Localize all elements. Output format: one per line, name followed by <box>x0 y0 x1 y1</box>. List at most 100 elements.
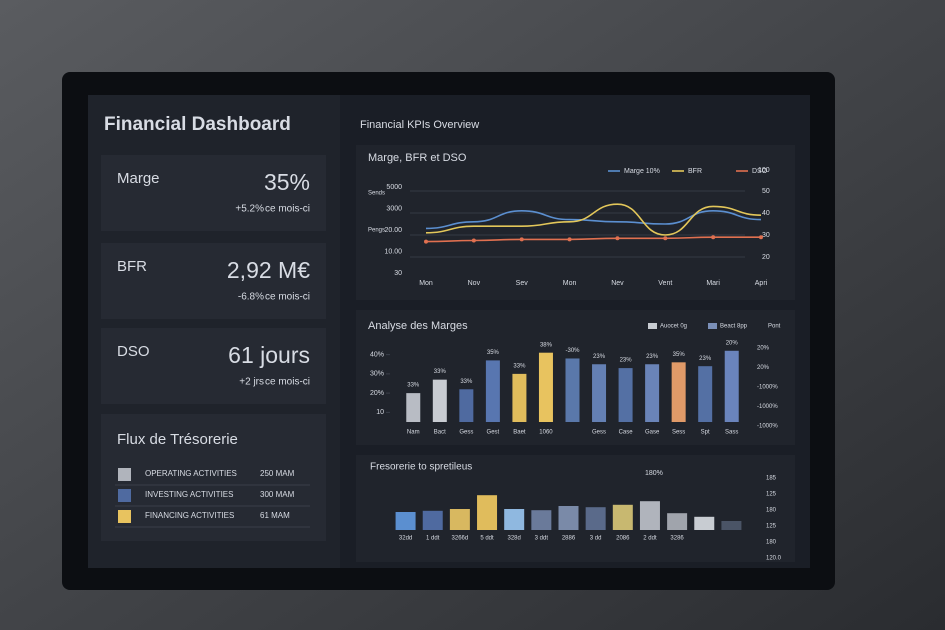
bar <box>592 364 607 422</box>
cash-flow-swatch <box>118 489 131 502</box>
bar <box>667 513 688 530</box>
kpi-change: +5.2% <box>235 204 264 215</box>
x-tick-label: Gess <box>459 430 473 436</box>
bar <box>724 350 739 422</box>
right-axis-label: 20% <box>757 365 770 371</box>
line-series <box>425 236 762 243</box>
kpi-label: Marge <box>117 170 160 187</box>
bar-value-label: 33% <box>434 369 447 375</box>
line-point <box>615 236 620 241</box>
kpi-note: ce mois-ci <box>265 204 310 215</box>
kpi-value: 2,92 M€ <box>227 257 310 283</box>
y-tick-label: 30 <box>762 232 770 239</box>
left-axis-label: 20.00 <box>384 227 402 234</box>
bar-value-label: 35% <box>673 352 686 358</box>
axis-note: Pengs <box>368 228 385 234</box>
y-tick-label: 40 <box>762 210 770 217</box>
bar <box>512 373 527 422</box>
line-point <box>567 237 572 242</box>
line-point <box>519 237 524 242</box>
bar <box>504 509 525 530</box>
kpi-card <box>101 243 326 319</box>
line-panel <box>356 145 795 300</box>
x-tick-label: Spt <box>701 430 710 436</box>
left-axis-label: 3000 <box>386 205 402 212</box>
y-tick-label: 50 <box>762 188 770 195</box>
bar-value-label: 38% <box>540 342 553 348</box>
kpi-label: BFR <box>117 258 147 275</box>
x-tick-label: Sev <box>516 280 529 287</box>
bar-value-label: 23% <box>593 354 606 360</box>
line-point <box>663 236 668 241</box>
left-axis-label: 30 <box>394 270 402 277</box>
bar <box>395 512 416 530</box>
cash-flow-card <box>101 414 326 541</box>
bar-value-label: 35% <box>487 350 500 356</box>
y-tick-label: 40% <box>370 351 384 358</box>
kpi-change: +2 jrs <box>239 377 264 388</box>
cash-flow-swatch <box>118 468 131 481</box>
overview-title: Financial KPIs Overview <box>360 119 479 131</box>
bar <box>538 352 553 422</box>
line-point <box>759 235 763 240</box>
axis-note: Sends <box>368 191 385 197</box>
y-tick-label: 30% <box>370 371 384 378</box>
bar <box>432 379 447 422</box>
y-tick-label: 10 <box>376 409 384 416</box>
kpi-card <box>101 328 326 404</box>
bar-value-label: 23% <box>699 356 712 362</box>
right-axis-label: 180 <box>766 508 777 514</box>
right-axis-label: 125 <box>766 492 777 498</box>
kpi-note: ce mois-ci <box>265 292 310 303</box>
legend-label: DSO <box>752 168 768 175</box>
x-tick-label: Vent <box>658 280 672 287</box>
bar <box>422 510 443 530</box>
bar <box>565 358 580 422</box>
bar-value-label: -30% <box>565 348 580 354</box>
x-tick-label: Nev <box>611 280 624 287</box>
x-tick-label: 2086 <box>616 536 630 542</box>
y-tick-label: 20% <box>370 390 384 397</box>
x-tick-label: 1 ddt <box>426 536 440 542</box>
bar <box>449 509 470 530</box>
bar <box>531 510 552 530</box>
cash-flow-amount: 61 MAM <box>260 511 290 520</box>
x-tick-label: Mari <box>706 280 720 287</box>
legend-label: Pont <box>768 324 781 330</box>
x-tick-label: 2886 <box>562 536 576 542</box>
content: Marge 35%ce mois-ci+5.2%BFR 2,92 M€ce mois… <box>101 152 782 562</box>
cash-flow-label: OPERATING ACTIVITIES <box>145 469 237 478</box>
x-tick-label: Sass <box>725 430 738 436</box>
kpi-change: -6.8% <box>238 292 264 303</box>
legend-label: BFR <box>688 168 702 175</box>
legend-swatch <box>648 323 657 329</box>
x-tick-label: Mon <box>563 280 577 287</box>
x-tick-label: 5 ddt <box>480 536 494 542</box>
legend-label: Auocet 0g <box>660 324 687 330</box>
line-point <box>471 238 476 243</box>
right-axis-label: 120.0 <box>766 556 782 562</box>
left-axis-label: 10.00 <box>384 248 402 255</box>
x-tick-label: Gase <box>645 430 660 436</box>
x-tick-label: 3266d <box>452 536 469 542</box>
x-tick-label: Sess <box>672 430 685 436</box>
top-label: 180% <box>645 470 663 477</box>
cash-flow-label: FINANCING ACTIVITIES <box>145 511 234 520</box>
line-point <box>424 239 428 244</box>
chart-title: Marge, BFR et DSO <box>368 152 467 164</box>
x-tick-label: Nam <box>407 430 420 436</box>
left-axis-label: 5000 <box>386 184 402 191</box>
right-axis-label: 180 <box>766 540 777 546</box>
right-axis-label: -1000% <box>757 385 778 391</box>
bar-value-label: 33% <box>407 383 420 389</box>
bar <box>585 507 606 530</box>
x-tick-label: 3 dd <box>590 536 602 542</box>
bar <box>721 521 742 530</box>
bar <box>694 516 715 530</box>
cash-flow-amount: 250 MAM <box>260 469 295 478</box>
y-top-label: 100 <box>758 167 770 174</box>
kpi-label: DSO <box>117 343 150 360</box>
chart-title: Fresorerie to spretileus <box>370 462 472 473</box>
x-tick-label: Baet <box>513 430 526 436</box>
bar <box>671 362 686 422</box>
